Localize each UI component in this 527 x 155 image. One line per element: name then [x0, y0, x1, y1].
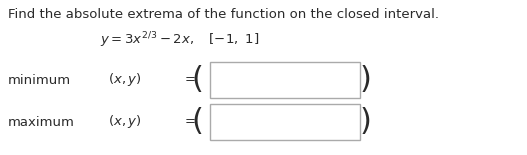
Text: minimum: minimum	[8, 73, 71, 86]
Bar	[210, 104, 360, 140]
Bar	[210, 62, 360, 98]
Text: $y = 3x^{2/3} - 2x, \quad [-1,\ 1]$: $y = 3x^{2/3} - 2x, \quad [-1,\ 1]$	[100, 30, 259, 50]
Text: $(x, y)$: $(x, y)$	[108, 113, 142, 131]
Text: ): )	[359, 66, 371, 95]
Text: maximum: maximum	[8, 115, 75, 128]
Text: =: =	[185, 115, 196, 128]
Text: ): )	[359, 108, 371, 137]
Text: (: (	[191, 66, 203, 95]
Text: Find the absolute extrema of the function on the closed interval.: Find the absolute extrema of the functio…	[8, 8, 439, 21]
Text: $(x, y)$: $(x, y)$	[108, 71, 142, 89]
Text: =: =	[185, 73, 196, 86]
Text: (: (	[191, 108, 203, 137]
